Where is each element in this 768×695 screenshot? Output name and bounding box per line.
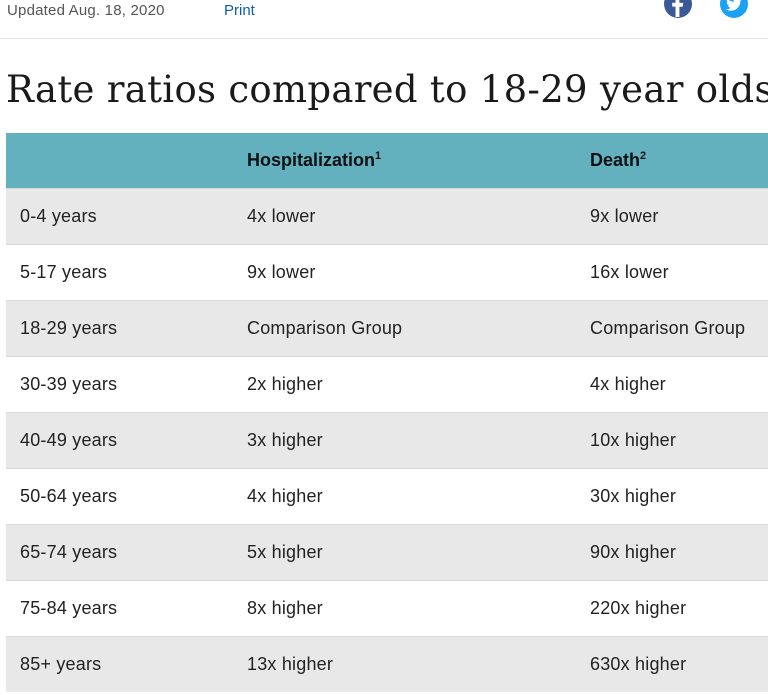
age-cell: 75-84 years <box>20 597 118 618</box>
age-cell: 85+ years <box>20 653 102 674</box>
column-label: Hospitalization <box>247 149 376 170</box>
hospitalization-cell: Comparison Group <box>247 317 403 338</box>
hospitalization-cell: 2x higher <box>247 373 323 394</box>
age-cell: 5-17 years <box>20 261 108 282</box>
page-title: Rate ratios compared to 18-29 year olds <box>6 68 768 111</box>
table-row: 50-64 years 4x higher 30x higher <box>6 468 768 524</box>
facebook-icon <box>672 0 684 17</box>
twitter-share-button[interactable] <box>720 0 748 18</box>
twitter-icon <box>726 0 742 11</box>
death-cell: 30x higher <box>590 485 677 506</box>
column-header-hospitalization: Hospitalization1 <box>233 133 576 188</box>
column-header-death: Death2 <box>576 133 768 188</box>
table-row: 30-39 years 2x higher 4x higher <box>6 356 768 412</box>
table-row: 18-29 years Comparison Group Comparison … <box>6 300 768 356</box>
age-cell: 0-4 years <box>20 205 97 226</box>
table-row: 65-74 years 5x higher 90x higher <box>6 524 768 580</box>
hospitalization-cell: 5x higher <box>247 541 323 562</box>
death-cell: 16x lower <box>590 261 669 282</box>
hospitalization-cell: 9x lower <box>247 261 316 282</box>
facebook-share-button[interactable] <box>664 0 692 18</box>
column-header-age <box>6 133 233 188</box>
hospitalization-cell: 4x higher <box>247 485 323 506</box>
footnote-marker[interactable]: 1 <box>375 149 382 162</box>
column-label: Death <box>590 149 641 170</box>
age-cell: 18-29 years <box>20 317 118 338</box>
age-cell: 30-39 years <box>20 373 118 394</box>
hospitalization-cell: 3x higher <box>247 429 323 450</box>
print-link[interactable]: Print <box>224 2 255 19</box>
footnote-marker[interactable]: 2 <box>640 149 647 162</box>
death-cell: 630x higher <box>590 653 687 674</box>
death-cell: Comparison Group <box>590 317 746 338</box>
death-cell: 4x higher <box>590 373 666 394</box>
age-cell: 40-49 years <box>20 429 118 450</box>
age-cell: 50-64 years <box>20 485 118 506</box>
death-cell: 9x lower <box>590 205 659 226</box>
table-row: 5-17 years 9x lower 16x lower <box>6 244 768 300</box>
death-cell: 90x higher <box>590 541 677 562</box>
top-bar: Updated Aug. 18, 2020 Print <box>0 0 768 39</box>
age-cell: 65-74 years <box>20 541 118 562</box>
death-cell: 220x higher <box>590 597 687 618</box>
hospitalization-cell: 4x lower <box>247 205 316 226</box>
table-row: 40-49 years 3x higher 10x higher <box>6 412 768 468</box>
table-row: 0-4 years 4x lower 9x lower <box>6 188 768 244</box>
rate-ratios-table: Hospitalization1 Death2 0-4 years 4x low… <box>6 133 768 692</box>
table-row: 85+ years 13x higher 630x higher <box>6 636 768 692</box>
updated-date: Updated Aug. 18, 2020 <box>7 2 165 19</box>
table-row: 75-84 years 8x higher 220x higher <box>6 580 768 636</box>
hospitalization-cell: 13x higher <box>247 653 334 674</box>
table-header-row: Hospitalization1 Death2 <box>6 133 768 188</box>
hospitalization-cell: 8x higher <box>247 597 323 618</box>
death-cell: 10x higher <box>590 429 677 450</box>
